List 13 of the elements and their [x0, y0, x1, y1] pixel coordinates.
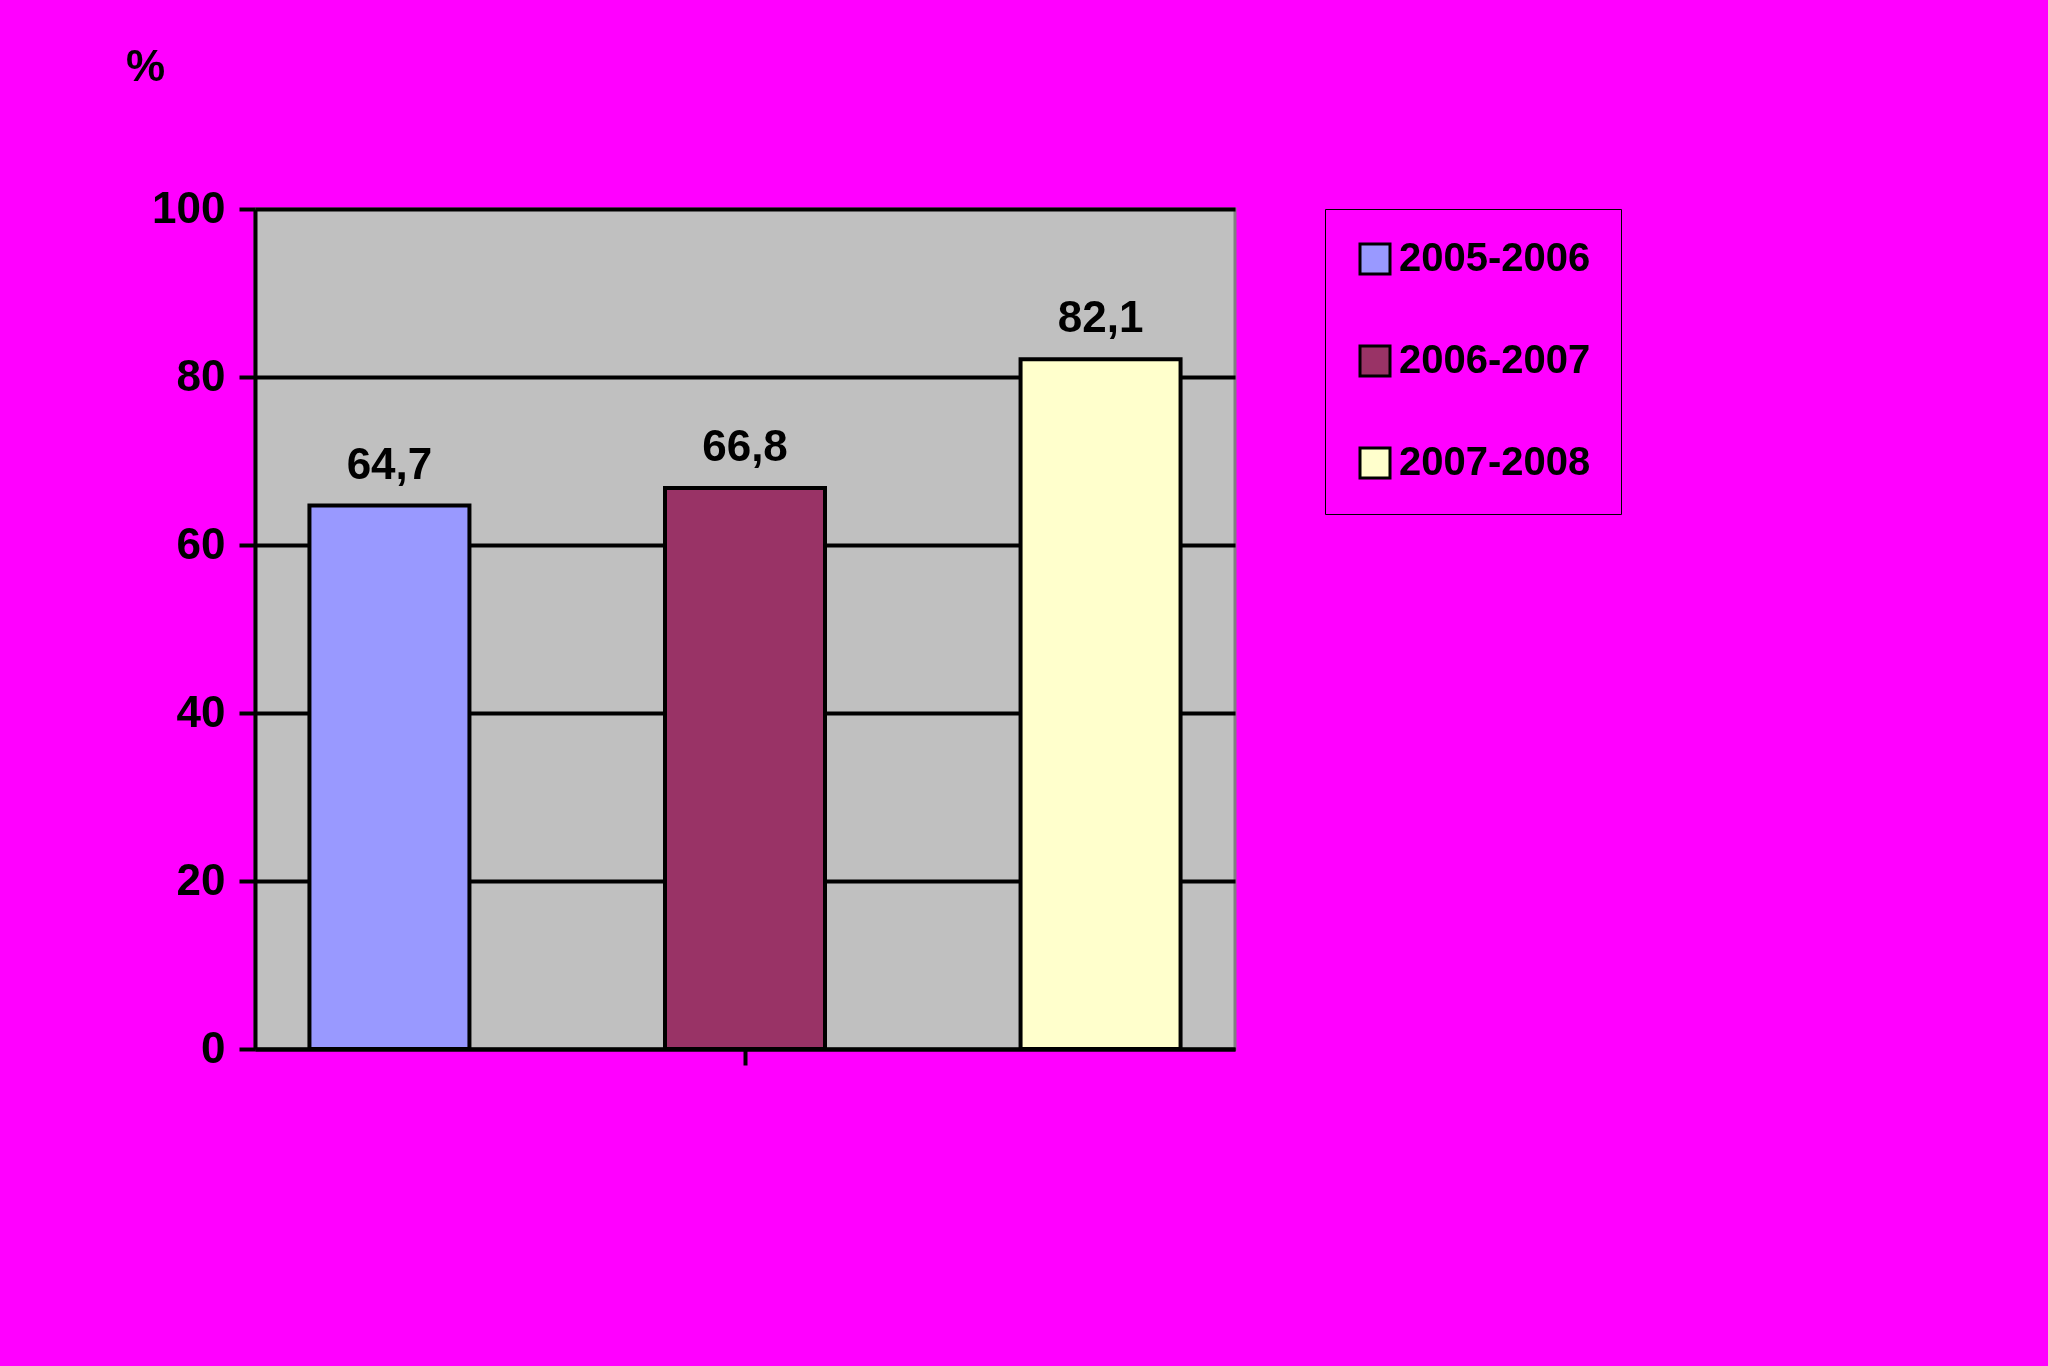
y-tick-label: 100: [152, 182, 226, 232]
y-tick-label: 20: [176, 854, 226, 904]
data-label: 66,8: [702, 420, 788, 470]
y-tick-label: 60: [176, 518, 226, 568]
data-label: 64,7: [346, 438, 433, 488]
legend-label: 2007-2008: [1399, 439, 1591, 483]
y-tick-label: 0: [201, 1022, 226, 1072]
y-axis-title: %: [125, 40, 166, 90]
y-tick-label: 80: [176, 350, 226, 400]
y-tick-label: 40: [176, 686, 226, 736]
legend-label: 2005-2006: [1399, 235, 1591, 279]
data-label: 82,1: [1057, 292, 1144, 342]
legend-label: 2006-2007: [1399, 337, 1591, 381]
